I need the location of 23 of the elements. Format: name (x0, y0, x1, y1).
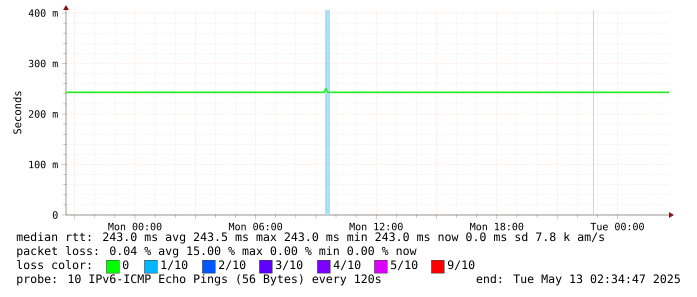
x-tick-label: Mon 06:00 (228, 222, 282, 230)
text: 5/10 (391, 260, 418, 270)
text: 1/10 (162, 260, 188, 270)
text: 3/10 (276, 260, 302, 270)
x-tick-label: Tue 00:00 (590, 222, 644, 230)
text: probe: 10 IPv6-ICMP Echo Pings (56 Bytes) every 120s (17, 274, 381, 286)
x-tick-label: Mon 12:00 (350, 222, 403, 230)
y-tick-label: 200 m (28, 110, 58, 118)
text: 2/10 (219, 260, 246, 270)
x-tick-label: Mon 00:00 (108, 222, 162, 230)
y-tick-label: 100 m (29, 160, 58, 168)
text: loss color: (17, 260, 90, 270)
text: 0 (122, 260, 128, 270)
text: end: Tue May 13 02:34:47 2025 (476, 274, 680, 286)
y-tick-label: 400 m (28, 9, 58, 17)
y-tick-label: 0 (52, 211, 58, 219)
y-tick-label: 300 m (28, 60, 58, 68)
x-tick-label: Mon 18:00 (470, 222, 524, 230)
text: median rtt: 243.0 ms avg 243.5 ms max 243.0 ms min 243.0 ms now 0.0 ms sd 7.8 k am/s (16, 232, 604, 244)
text: 9/10 (448, 260, 474, 270)
text: 4/10 (334, 260, 360, 270)
y-axis-title: Seconds (13, 91, 22, 134)
text: packet loss: 0.04 % avg 15.00 % max 0.00 % min 0.00 % now (17, 246, 417, 258)
